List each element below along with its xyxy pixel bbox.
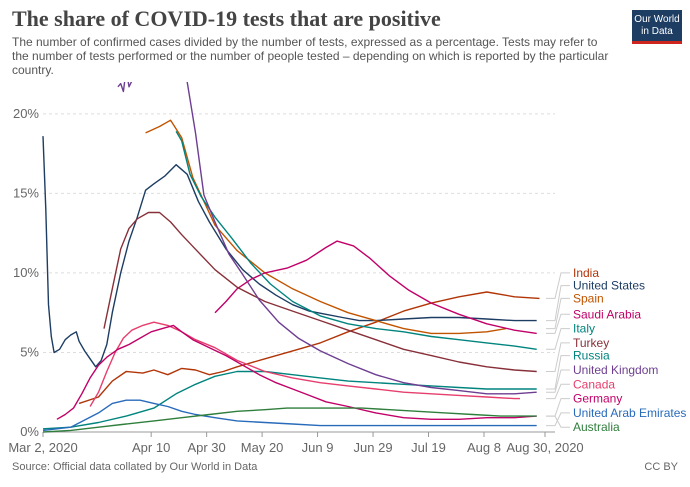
y-tick-label: 5% [20, 344, 39, 359]
series-line-germany[interactable] [56, 324, 537, 420]
logo-line-1: Our World [634, 14, 680, 25]
legend-connector [546, 369, 570, 393]
legend-label[interactable]: United Arab Emirates [573, 406, 686, 420]
x-tick-label: Jun 9 [302, 440, 334, 455]
legend-connector [546, 383, 570, 400]
series-line-australia[interactable] [42, 407, 537, 433]
series-line-united-arab-emirates[interactable] [42, 399, 537, 432]
series-line-spain[interactable] [145, 119, 507, 335]
legend-connector [546, 412, 570, 427]
legend-connector [546, 272, 570, 299]
legend-label[interactable]: Australia [573, 420, 620, 434]
x-axis: Mar 2, 2020 Apr 10 Apr 30 May 20 Jun 9 Jun 29… [8, 432, 584, 455]
legend-connector [546, 285, 570, 322]
y-axis: 0% 5% 10% 15% 20% [13, 106, 39, 439]
owid-logo[interactable]: Our World in Data [632, 10, 682, 44]
series-line-united-kingdom[interactable] [117, 41, 537, 395]
source-note: Source: Official data collated by Our Wo… [12, 461, 258, 473]
legend-label[interactable]: Germany [573, 392, 622, 406]
chart-subtitle: The number of confirmed cases divided by… [12, 35, 609, 77]
legend-connector [546, 328, 570, 350]
series-lines [42, 41, 540, 433]
logo-line-2: in Data [641, 26, 673, 37]
legend-label[interactable]: Russia [573, 349, 610, 363]
legend-connector [546, 313, 570, 334]
license-link[interactable]: CC BY [644, 461, 678, 473]
series-line-saudi-arabia[interactable] [214, 240, 537, 335]
legend-connector [546, 342, 570, 373]
y-tick-label: 10% [13, 265, 39, 280]
x-tick-label: Jul 19 [411, 440, 446, 455]
x-tick-label: Jun 29 [354, 440, 393, 455]
legend-label[interactable]: United States [573, 279, 645, 293]
legend-label[interactable]: Canada [573, 377, 615, 391]
legend-connector [546, 398, 570, 417]
legend-connector [546, 415, 570, 428]
legend-connector [546, 355, 570, 390]
x-tick-label: Mar 2, 2020 [8, 440, 77, 455]
legend-label[interactable]: Turkey [573, 336, 609, 350]
legend-label[interactable]: Spain [573, 291, 604, 305]
y-tick-label: 0% [20, 424, 39, 439]
x-tick-label: Aug 8 [467, 440, 501, 455]
y-tick-label: 15% [13, 185, 39, 200]
series-line-turkey[interactable] [103, 211, 537, 373]
series-line-india[interactable] [78, 291, 540, 405]
x-tick-label: Apr 10 [132, 440, 170, 455]
chart-title: The share of COVID-19 tests that are pos… [12, 6, 441, 31]
series-line-united-states[interactable] [42, 136, 537, 368]
y-tick-label: 20% [13, 106, 39, 121]
logo-accent-bar [632, 41, 682, 44]
legend-label[interactable]: Saudi Arabia [573, 307, 641, 321]
grid-lines [43, 113, 555, 433]
x-tick-label: Apr 30 [187, 440, 225, 455]
x-tick-label: May 20 [241, 440, 284, 455]
legend-label[interactable]: United Kingdom [573, 363, 658, 377]
series-line-russia[interactable] [42, 370, 537, 430]
legend-connector [546, 297, 570, 330]
series-line-italy[interactable] [175, 130, 537, 350]
legend-label[interactable]: India [573, 266, 599, 280]
legend-label[interactable]: Italy [573, 322, 595, 336]
series-line-canada[interactable] [89, 321, 520, 407]
x-tick-label: Aug 30, 2020 [506, 440, 583, 455]
